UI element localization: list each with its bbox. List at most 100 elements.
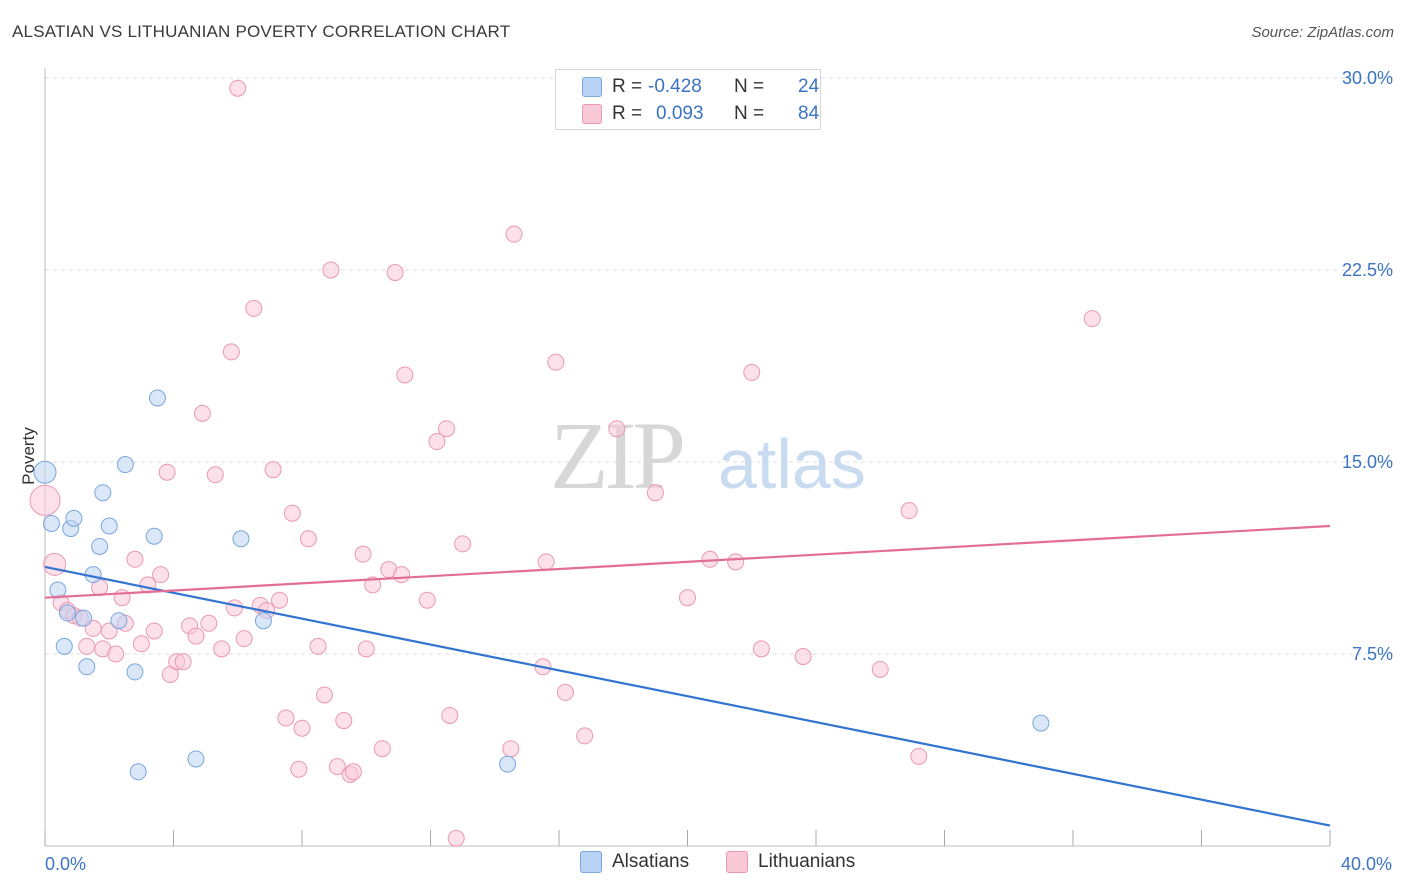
lithuanians-point xyxy=(245,299,263,317)
alsatians-point xyxy=(1032,714,1050,732)
lithuanians-point xyxy=(158,463,176,481)
lithuanians-point xyxy=(354,545,372,563)
lithuanians-point xyxy=(193,404,211,422)
lithuanians-point xyxy=(235,630,253,648)
lithuanians-point xyxy=(226,599,244,617)
lithuanians-point xyxy=(373,740,391,758)
lithuanians-point xyxy=(229,79,247,97)
lithuanians-point xyxy=(290,760,308,778)
lithuanians-point xyxy=(309,637,327,655)
watermark-zip: ZIP xyxy=(550,402,683,509)
watermark-atlas: atlas xyxy=(718,425,866,503)
alsatians-point xyxy=(65,509,83,527)
lithuanians-point xyxy=(222,343,240,361)
alsatians-legend-swatch xyxy=(580,851,602,873)
lithuanians-point xyxy=(537,553,555,571)
alsatians-point xyxy=(232,530,250,548)
lithuanians-point xyxy=(357,640,375,658)
r-value: -0.428 xyxy=(648,76,702,97)
lithuanians-point xyxy=(152,566,170,584)
lithuanians-point xyxy=(752,640,770,658)
alsatians-point xyxy=(42,514,60,532)
lithuanians-point xyxy=(871,660,889,678)
lithuanians-point xyxy=(646,484,664,502)
lithuanians-point xyxy=(447,829,465,847)
stats-legend: R = -0.428 N = 24 R = 0.093 N = 84 xyxy=(555,69,821,130)
alsatians-point xyxy=(129,763,147,781)
lithuanians-point xyxy=(794,648,812,666)
y-tick-label: 30.0% xyxy=(1342,68,1393,88)
watermark: ZIP atlas xyxy=(550,402,866,509)
lithuanians-point xyxy=(505,225,523,243)
series-legend: Alsatians Lithuanians xyxy=(0,851,1406,877)
alsatians-point xyxy=(499,755,517,773)
lithuanians-point xyxy=(264,461,282,479)
lithuanians-point xyxy=(396,366,414,384)
lithuanians-point xyxy=(139,576,157,594)
r-label: R = xyxy=(612,76,643,97)
alsatians-point xyxy=(126,663,144,681)
lithuanians-point xyxy=(502,740,520,758)
lithuanians-point xyxy=(364,576,382,594)
alsatians-point xyxy=(145,527,163,545)
lithuanians-point xyxy=(441,706,459,724)
lithuanians-point xyxy=(200,614,218,632)
alsatians-swatch xyxy=(582,77,602,97)
source-label: Source: ZipAtlas.com xyxy=(1251,24,1394,41)
alsatians-point xyxy=(100,517,118,535)
lithuanians-point xyxy=(556,683,574,701)
lithuanians-point xyxy=(277,709,295,727)
lithuanians-point xyxy=(78,637,96,655)
axes xyxy=(44,68,1331,847)
lithuanians-point xyxy=(900,502,918,520)
lithuanians-point xyxy=(1083,310,1101,328)
lithuanians-trend-line xyxy=(44,524,1331,599)
lithuanians-point xyxy=(328,758,346,776)
lithuanians-point xyxy=(132,635,150,653)
lithuanians-point xyxy=(576,727,594,745)
alsatians-point xyxy=(55,637,73,655)
alsatians-point xyxy=(116,456,134,474)
lithuanians-point xyxy=(187,627,205,645)
lithuanians-point xyxy=(335,712,353,730)
lithuanians-point xyxy=(213,640,231,658)
alsatians-point xyxy=(91,537,109,555)
alsatians-point xyxy=(148,389,166,407)
lithuanians-point xyxy=(322,261,340,279)
lithuanians-point xyxy=(344,763,362,781)
lithuanians-point xyxy=(271,591,289,609)
tick-labels: 7.5% 15.0% 22.5% 30.0% 0.0% 40.0% xyxy=(45,68,1393,874)
r-value: 0.093 xyxy=(656,103,704,124)
alsatians-point xyxy=(110,612,128,630)
y-tick-label: 7.5% xyxy=(1352,644,1393,664)
alsatians-trend-line xyxy=(44,565,1331,827)
r-label: R = xyxy=(612,103,643,124)
lithuanians-point xyxy=(299,530,317,548)
alsatians-point xyxy=(75,609,93,627)
legend-item-lithuanians: Lithuanians xyxy=(726,851,855,873)
n-label: N = xyxy=(734,103,765,124)
y-axis-label: Poverty xyxy=(19,427,38,485)
gridlines xyxy=(45,77,1395,655)
lithuanians-point xyxy=(293,719,311,737)
lithuanians-point xyxy=(547,353,565,371)
alsatians-point xyxy=(187,750,205,768)
lithuanians-legend-swatch xyxy=(726,851,748,873)
lithuanians-point xyxy=(393,566,411,584)
y-tick-label: 22.5% xyxy=(1342,260,1393,280)
lithuanians-point xyxy=(910,747,928,765)
y-tick-label: 15.0% xyxy=(1342,452,1393,472)
lithuanians-point xyxy=(386,264,404,282)
lithuanians-point xyxy=(107,645,125,663)
lithuanians-point xyxy=(727,553,745,571)
lithuanians-point xyxy=(29,484,61,516)
lithuanians-point xyxy=(743,363,761,381)
lithuanians-point xyxy=(608,420,626,438)
alsatians-point xyxy=(94,484,112,502)
lithuanians-point xyxy=(126,550,144,568)
legend-item-alsatians: Alsatians xyxy=(580,851,689,873)
lithuanians-point xyxy=(283,504,301,522)
lithuanians-point xyxy=(454,535,472,553)
alsatians-point xyxy=(78,658,96,676)
